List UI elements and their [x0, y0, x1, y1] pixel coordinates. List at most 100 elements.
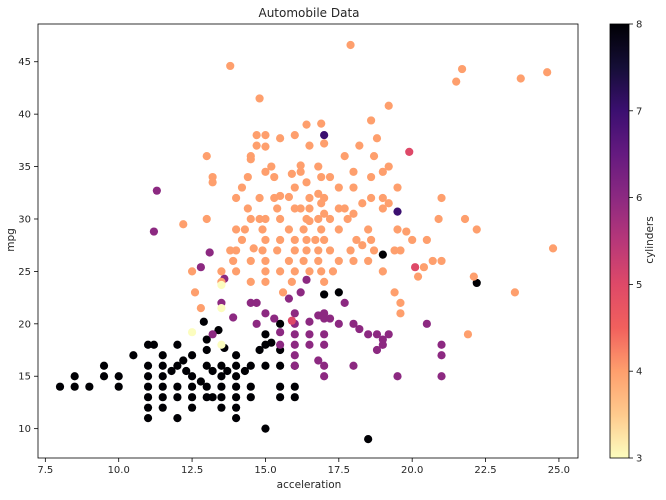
data-point — [340, 151, 349, 161]
data-point — [372, 330, 382, 339]
data-point — [173, 414, 182, 423]
data-point — [296, 161, 305, 170]
data-point — [187, 382, 197, 391]
data-point — [349, 209, 358, 218]
data-point — [284, 256, 294, 266]
data-point — [314, 214, 323, 224]
data-point — [346, 40, 355, 50]
data-point — [290, 382, 299, 391]
data-point — [460, 214, 470, 224]
data-point — [328, 267, 338, 276]
data-point — [305, 340, 314, 349]
data-point — [232, 361, 241, 370]
data-point — [70, 372, 79, 381]
colorbar: 3 4 5 6 7 8 — [609, 20, 642, 465]
data-point — [196, 377, 205, 386]
data-point — [349, 256, 358, 266]
data-point — [232, 225, 241, 234]
data-point — [246, 214, 255, 224]
data-point — [437, 193, 446, 203]
data-point — [305, 267, 314, 276]
data-point — [355, 141, 364, 150]
data-point — [302, 275, 311, 284]
colorbar-label: cylinders — [644, 216, 656, 263]
data-point — [217, 393, 226, 402]
x-tick-label: 22.5 — [474, 465, 496, 476]
data-point — [252, 319, 261, 328]
data-point — [334, 288, 343, 297]
data-point — [314, 162, 323, 171]
y-tick-label: 10 — [18, 424, 31, 435]
data-point — [302, 178, 311, 187]
data-point — [232, 246, 241, 255]
data-point — [261, 235, 270, 245]
data-point — [343, 214, 352, 224]
data-point — [364, 225, 373, 234]
data-point — [187, 328, 197, 337]
data-point — [434, 214, 443, 224]
data-point — [208, 178, 217, 187]
x-tick-label: 15.0 — [254, 465, 276, 476]
data-point — [352, 235, 361, 245]
data-point — [290, 340, 299, 349]
data-point — [261, 167, 270, 176]
data-point — [422, 235, 431, 245]
chart-title: Automobile Data — [258, 6, 359, 20]
colorbar-tick-label: 5 — [636, 280, 642, 291]
data-point — [276, 393, 285, 402]
data-point — [217, 382, 226, 391]
data-point — [302, 120, 311, 129]
data-point — [296, 204, 305, 213]
data-point — [437, 351, 446, 360]
data-point — [305, 204, 314, 213]
data-point — [270, 314, 279, 323]
data-point — [372, 345, 382, 355]
data-point — [143, 403, 153, 412]
data-point — [422, 319, 431, 328]
data-point — [208, 393, 217, 402]
data-point — [205, 248, 214, 257]
data-point — [384, 199, 393, 208]
data-point — [378, 167, 387, 176]
plot-area: 7.5 10.0 12.5 15.0 17.5 20.0 22.5 25.0 10 15 20 25 3… — [18, 23, 579, 476]
data-point — [472, 225, 481, 234]
data-point — [296, 167, 305, 176]
data-point — [346, 246, 355, 255]
data-point — [246, 361, 255, 370]
data-point — [99, 361, 109, 370]
data-point — [290, 246, 299, 255]
y-axis-label: mpg — [5, 228, 17, 252]
data-point — [202, 151, 211, 161]
data-point — [237, 183, 247, 192]
data-point — [305, 317, 314, 326]
data-point — [393, 225, 402, 234]
colorbar-tick-label: 3 — [636, 454, 642, 465]
data-point — [267, 338, 276, 347]
data-point — [276, 214, 285, 224]
data-point — [261, 142, 270, 151]
data-point — [290, 204, 299, 213]
x-tick-label: 12.5 — [181, 465, 203, 476]
data-point — [276, 267, 285, 276]
data-point — [437, 372, 446, 381]
data-point — [246, 256, 255, 266]
data-point — [232, 414, 241, 423]
data-point — [202, 335, 211, 344]
data-point — [143, 361, 153, 370]
data-point — [158, 403, 167, 412]
data-point — [284, 294, 294, 303]
data-point — [305, 141, 314, 150]
data-point — [276, 340, 285, 349]
x-tick-label: 20.0 — [401, 465, 423, 476]
data-point — [287, 169, 296, 179]
colorbar-tick-label: 4 — [636, 367, 642, 378]
data-point — [229, 256, 238, 266]
x-tick-label: 25.0 — [548, 465, 570, 476]
data-point — [320, 193, 329, 203]
data-point — [516, 74, 525, 83]
y-tick-label: 40 — [18, 110, 31, 121]
data-point — [232, 382, 241, 391]
data-point — [384, 330, 393, 339]
data-point — [199, 317, 208, 326]
